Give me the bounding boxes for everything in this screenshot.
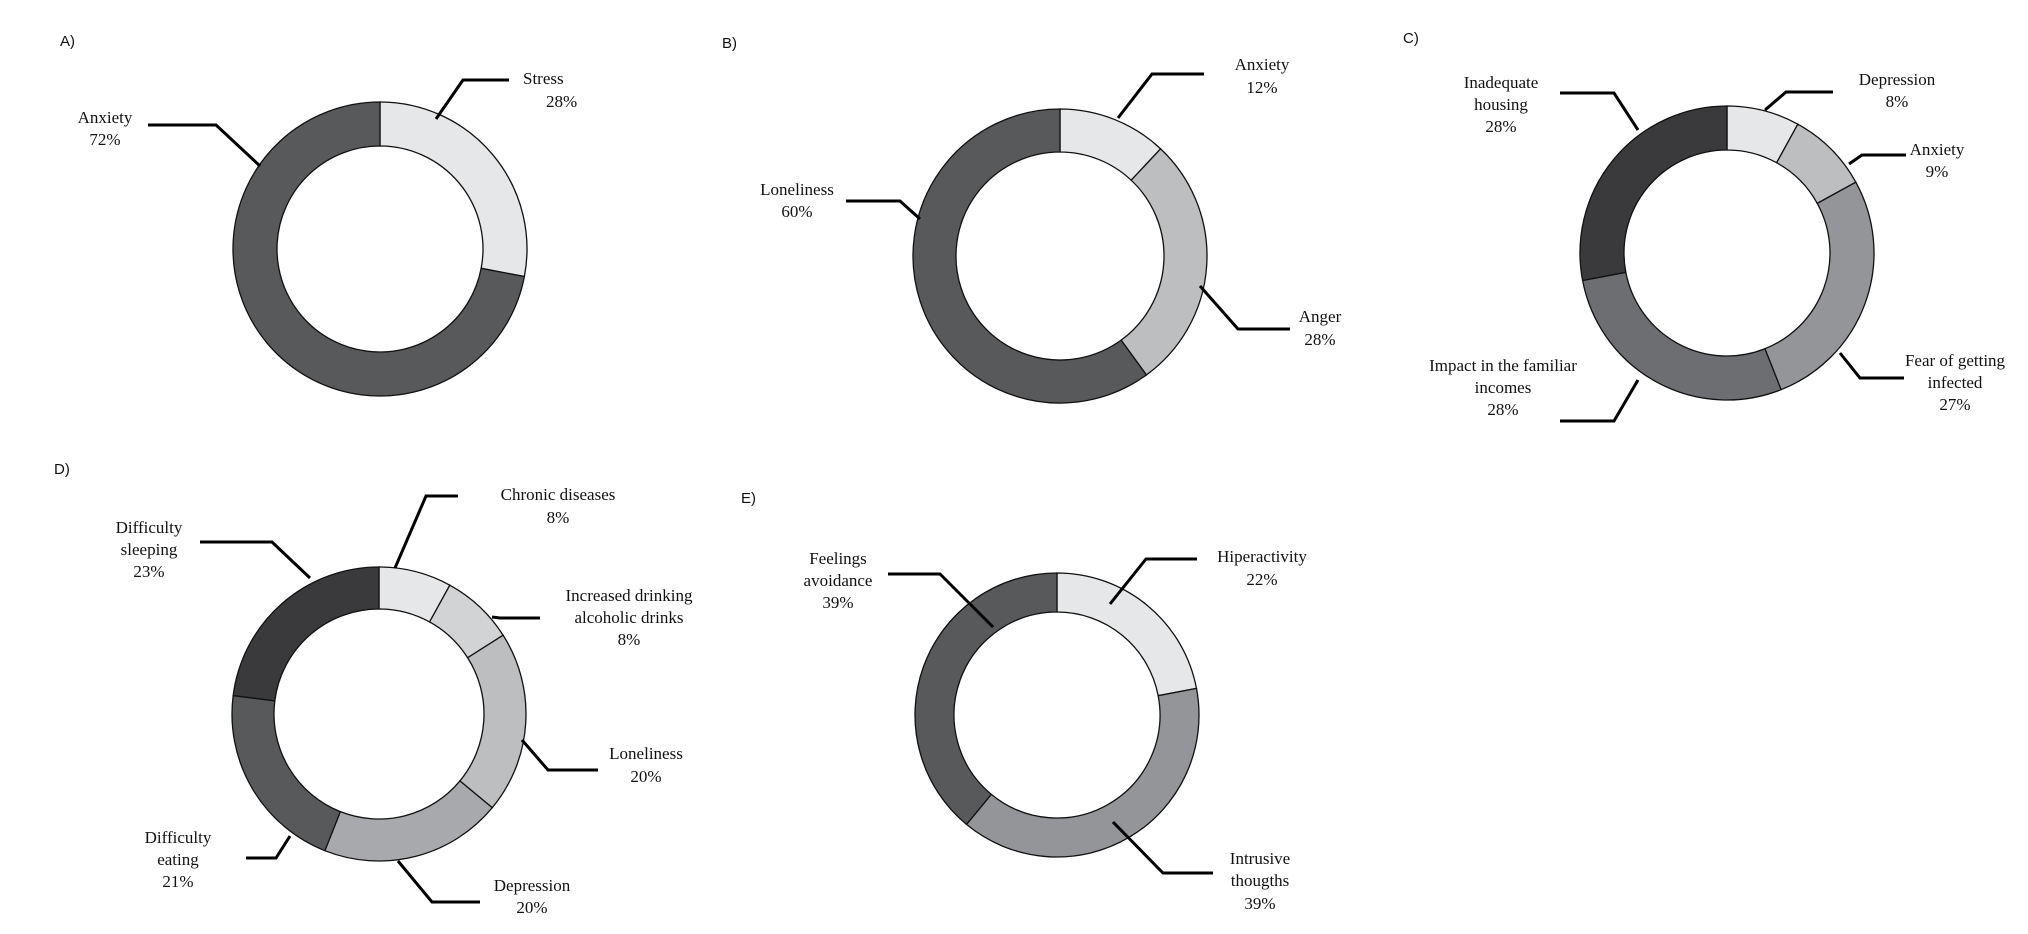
leader-line	[246, 835, 292, 860]
slice-hiperactivity	[1056, 572, 1198, 697]
leader-line	[200, 540, 312, 580]
slice-label-depression: Depression 8%	[1859, 70, 1936, 111]
slice-label-anxiety: Anxiety 12%	[1235, 55, 1290, 97]
slice-loneliness	[458, 634, 527, 809]
slice-label-difficulty-eating: Difficulty eating 21%	[145, 828, 212, 891]
leader-line	[491, 615, 540, 620]
slice-label-chronic-diseases: Chronic diseases 8%	[501, 485, 616, 527]
slice-difficulty-eating	[231, 694, 342, 852]
slice-label-hiperactivity: Hiperactivity 22%	[1217, 547, 1307, 589]
leader-line	[1764, 90, 1833, 112]
slice-label-anger: Anger 28%	[1299, 307, 1342, 349]
leader-line	[1198, 285, 1290, 331]
leader-line	[888, 572, 995, 629]
slice-label-anxiety: Anxiety 72%	[78, 108, 133, 149]
slice-depression	[324, 780, 494, 862]
leader-line	[1848, 153, 1906, 166]
slice-inadequate-housing	[1579, 105, 1728, 282]
leader-line	[396, 860, 480, 904]
donut-chart-d: D) Chronic diseases 8% Increased drinking al…	[54, 461, 693, 917]
panel-label: A)	[60, 33, 75, 50]
panel-label: D)	[54, 461, 70, 478]
slice-label-impact-in-the-familiar-incomes: Impact in the familiar incomes 28%	[1429, 356, 1577, 419]
slice-label-loneliness: Loneliness 60%	[760, 180, 834, 221]
panel-label: E)	[741, 490, 756, 507]
slice-loneliness	[912, 108, 1148, 404]
slice-label-increased-drinking-alcoholic-drinks: Increased drinking alcoholic drinks 8%	[566, 586, 693, 649]
donut-chart-a: A) Stress 28% Anxiety 72%	[60, 33, 577, 397]
slice-difficulty-sleeping	[232, 566, 380, 702]
leader-line	[1108, 557, 1197, 605]
slice-label-feelings-avoidance: Feelings avoidance 39%	[804, 549, 873, 612]
slice-anxiety	[232, 101, 526, 397]
leader-line	[1838, 352, 1904, 380]
slice-label-stress: Stress 28%	[523, 69, 577, 111]
donut-chart-b: B) Anxiety 12% Anger 28% Loneliness 60%	[722, 35, 1342, 404]
slice-feelings-avoidance	[914, 572, 1058, 826]
slice-label-difficulty-sleeping: Difficulty sleeping 23%	[116, 518, 183, 581]
leader-line	[1560, 379, 1640, 423]
leader-line	[846, 199, 922, 221]
slice-fear-of-getting-infected	[1764, 181, 1875, 391]
leader-line	[148, 123, 262, 168]
slice-anger	[1120, 147, 1208, 376]
leader-line	[434, 78, 509, 120]
slice-label-anxiety: Anxiety 9%	[1910, 140, 1965, 181]
slice-label-loneliness: Loneliness 20%	[609, 744, 683, 786]
leader-line	[520, 739, 598, 772]
slice-label-fear-of-getting-infected: Fear of getting infected 27%	[1905, 351, 2006, 414]
leader-line	[1111, 820, 1213, 875]
slice-label-inadequate-housing: Inadequate housing 28%	[1464, 73, 1539, 136]
leader-line	[1116, 72, 1204, 119]
slice-label-depression: Depression 20%	[494, 876, 571, 917]
slice-label-intrusive-thougths: Intrusive thougths 39%	[1230, 849, 1290, 913]
leader-line	[393, 494, 458, 569]
donut-chart-e: E) Hiperactivity 22% Intrusive thougths 39% Fe…	[741, 490, 1307, 913]
slice-stress	[379, 101, 528, 278]
panel-label: C)	[1403, 30, 1419, 47]
leader-line	[1560, 91, 1640, 131]
donut-chart-c: C) Depression 8% Anxiety 9% Fear of getting in…	[1403, 30, 2006, 423]
panel-label: B)	[722, 35, 737, 52]
slice-impact-in-the-familiar-incomes	[1581, 271, 1782, 401]
slice-intrusive-thougths	[965, 687, 1200, 858]
